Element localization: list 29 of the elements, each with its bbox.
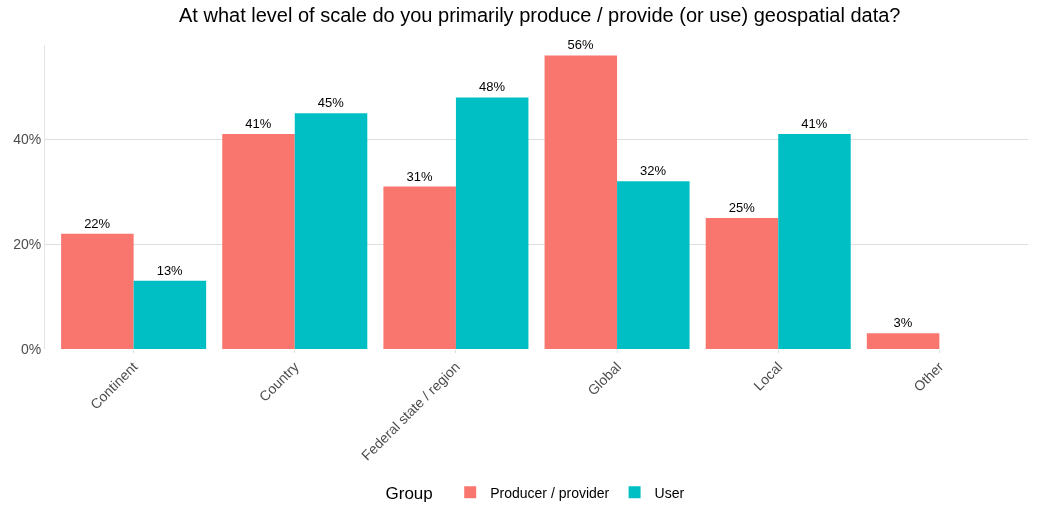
bar — [866, 333, 940, 349]
data-label: 25% — [728, 199, 756, 215]
y-tick-label: 20% — [13, 236, 42, 253]
bar — [617, 181, 690, 349]
bar — [383, 186, 456, 349]
bar — [222, 134, 295, 349]
data-label: 56% — [567, 37, 595, 53]
data-label: 22% — [84, 215, 111, 231]
y-tick-label: 40% — [13, 131, 42, 148]
bar — [455, 97, 529, 349]
legend-label: Producer / provider — [490, 484, 610, 501]
data-label: 31% — [406, 168, 433, 184]
data-label: 3% — [893, 315, 913, 331]
data-label: 32% — [640, 163, 667, 179]
data-label: 13% — [156, 262, 184, 278]
bar — [778, 134, 851, 349]
legend-label: User — [654, 484, 685, 501]
bar — [61, 233, 134, 349]
data-label: 41% — [801, 116, 828, 132]
bar — [705, 217, 779, 349]
chart-title: At what level of scale do you primarily produce / provide (or use) geospatial data? — [179, 3, 901, 26]
y-tick-label: 0% — [20, 340, 42, 357]
data-label: 48% — [478, 79, 506, 95]
bar — [133, 280, 207, 349]
legend-title: Group — [385, 483, 443, 503]
data-label: 45% — [317, 95, 345, 111]
bar — [294, 113, 368, 349]
bar — [544, 55, 618, 349]
data-label: 41% — [245, 116, 272, 132]
